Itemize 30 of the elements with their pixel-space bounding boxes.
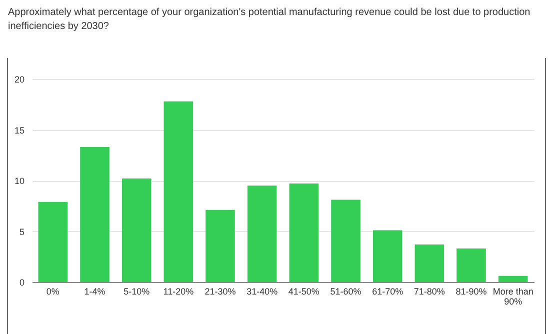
bar <box>289 184 319 282</box>
x-tick-label: 61-70% <box>372 286 404 296</box>
x-tick-label: 11-20% <box>163 286 194 296</box>
bar <box>456 248 486 282</box>
bar <box>331 200 360 282</box>
x-tick-label: 41-50% <box>288 286 320 296</box>
x-tick-label: 1-4% <box>84 286 106 296</box>
bar <box>38 202 68 282</box>
bar <box>498 276 528 282</box>
bar <box>122 178 152 282</box>
bar <box>372 230 402 282</box>
bar <box>206 210 235 282</box>
x-tick-label: 71-80% <box>414 286 445 296</box>
y-tick-label: 20 <box>14 74 24 84</box>
x-tick-label: 21-30% <box>204 286 236 296</box>
y-tick-label: 0 <box>19 278 24 288</box>
y-tick-label: 10 <box>14 176 24 186</box>
bar <box>247 186 277 282</box>
x-tick-label: 31-40% <box>246 286 278 296</box>
x-tick-label: 81-90% <box>456 286 487 296</box>
chart-title: Approximately what percentage of your organization's potential manufacturing revenue could be lost due to production inefficiencies by 2030? <box>8 6 532 34</box>
bar <box>164 101 194 282</box>
bar <box>414 244 444 282</box>
x-tick-label: More than 90% <box>492 286 534 306</box>
x-tick-label: 51-60% <box>330 286 362 296</box>
y-tick-label: 15 <box>14 125 24 136</box>
x-tick-label: 5-10% <box>124 286 150 296</box>
bar <box>80 147 110 282</box>
y-tick-label: 5 <box>19 226 24 237</box>
x-tick-label: 0% <box>46 286 60 296</box>
